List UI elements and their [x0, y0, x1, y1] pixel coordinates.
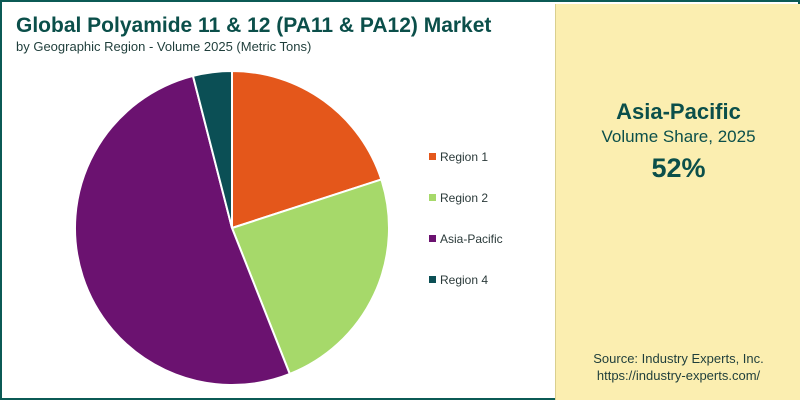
source-url: https://industry-experts.com/: [596, 368, 761, 383]
legend-label-4: Region 4: [440, 273, 488, 287]
legend: Region 1 Region 2 Asia-Pacific Region 4: [429, 150, 503, 287]
legend-label-3: Asia-Pacific: [440, 232, 503, 246]
highlight-panel: Asia-Pacific Volume Share, 2025 52% Sour…: [555, 4, 800, 400]
legend-swatch-2: [429, 194, 436, 201]
pie-slices: [73, 69, 390, 386]
legend-label-2: Region 2: [440, 191, 488, 205]
legend-swatch-1: [429, 153, 436, 160]
legend-swatch-4: [429, 276, 436, 283]
highlight-region: Asia-Pacific: [616, 99, 741, 124]
pie-slice-region-1: [231, 69, 383, 230]
pie-slice-asia-pacific: [73, 74, 292, 386]
chart-subtitle: by Geographic Region - Volume 2025 (Metr…: [16, 39, 312, 54]
pie-chart: Region 1 Region 2 Asia-Pacific Region 4: [73, 69, 503, 386]
source-name: Source: Industry Experts, Inc.: [593, 351, 764, 366]
chart-title: Global Polyamide 11 & 12 (PA11 & PA12) M…: [16, 14, 492, 37]
highlight-metric: Volume Share, 2025: [601, 127, 756, 146]
pie-slice-region-4: [191, 69, 233, 229]
highlight-value: 52%: [651, 153, 706, 183]
source-note: Source: Industry Experts, Inc. https://i…: [556, 350, 800, 384]
legend-label-1: Region 1: [440, 150, 488, 164]
legend-swatch-3: [429, 235, 436, 242]
